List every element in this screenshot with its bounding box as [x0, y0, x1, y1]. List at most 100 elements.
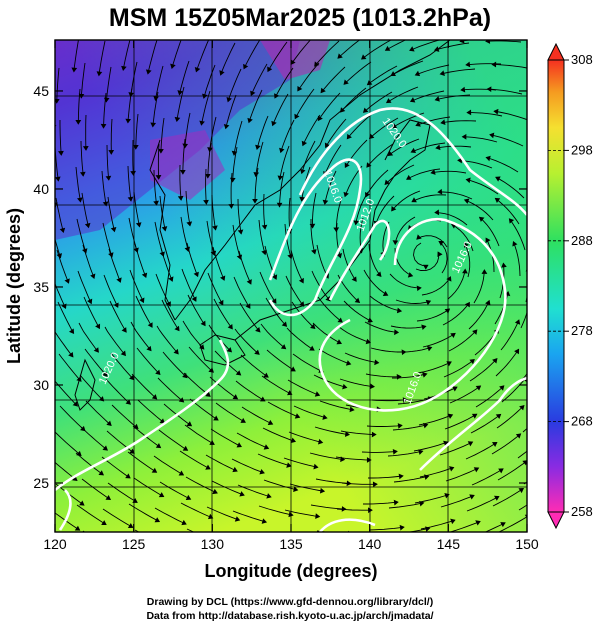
- streamline: [366, 424, 402, 427]
- streamline: [241, 406, 273, 425]
- streamline: [528, 379, 550, 406]
- streamline-arrow: [336, 339, 343, 345]
- streamline-arrow: [120, 350, 126, 357]
- streamline-arrow: [499, 385, 505, 391]
- streamline-arrow: [87, 298, 93, 305]
- streamline: [55, 197, 64, 233]
- streamline-arrow: [191, 296, 197, 302]
- streamline: [264, 245, 277, 280]
- streamline-arrow: [237, 229, 244, 235]
- streamline-arrow: [263, 444, 270, 450]
- streamline-arrow: [469, 359, 475, 365]
- streamline-arrow: [261, 518, 268, 524]
- streamline: [75, 166, 81, 202]
- streamline: [257, 453, 291, 467]
- streamline-arrow: [437, 251, 443, 257]
- streamline: [206, 220, 215, 256]
- streamline: [236, 432, 269, 449]
- streamline-arrow: [434, 209, 440, 216]
- streamline-arrow: [448, 466, 455, 472]
- streamline-arrow: [75, 120, 82, 125]
- streamline-arrow: [290, 59, 296, 66]
- streamline: [451, 223, 474, 252]
- streamline-arrow: [515, 433, 522, 439]
- streamline-arrow: [199, 120, 205, 126]
- streamline-arrow: [155, 175, 162, 180]
- streamline: [205, 454, 238, 472]
- streamline: [161, 534, 193, 549]
- streamline: [526, 353, 527, 354]
- streamline: [205, 168, 207, 205]
- streamline: [463, 242, 471, 278]
- streamline-arrow: [130, 170, 136, 176]
- streamline: [464, 199, 494, 221]
- isobar-1016-southeast: [419, 376, 527, 471]
- colorbar-tick-label: 298: [571, 142, 593, 157]
- streamline-arrow: [493, 108, 499, 115]
- streamline-arrow: [263, 372, 269, 378]
- streamline: [288, 431, 323, 443]
- streamline-arrow: [68, 328, 75, 335]
- streamline-arrow: [71, 67, 78, 73]
- streamline: [75, 452, 104, 476]
- colorbar-ticks: 258 268 278 288 298 308: [548, 52, 593, 519]
- streamline: [55, 330, 74, 358]
- streamline-arrow: [208, 367, 214, 373]
- streamline-arrow: [182, 445, 189, 451]
- streamline: [337, 40, 361, 59]
- streamline: [258, 505, 293, 516]
- streamline-arrow: [457, 157, 462, 164]
- streamline: [187, 294, 206, 326]
- streamline: [195, 40, 210, 72]
- streamline: [415, 64, 450, 76]
- streamline-arrow: [145, 69, 152, 75]
- streamline-arrow: [299, 196, 305, 202]
- streamline-arrow: [101, 520, 107, 525]
- streamline-arrow: [317, 115, 323, 122]
- streamline-arrow: [159, 418, 165, 424]
- streamline: [239, 302, 261, 333]
- streamline: [207, 272, 224, 305]
- streamline-arrow: [341, 506, 347, 512]
- streamline-arrow: [162, 543, 166, 547]
- streamline: [434, 42, 470, 51]
- streamline: [442, 302, 470, 326]
- streamline: [58, 353, 82, 382]
- streamline: [369, 117, 399, 139]
- streamline: [232, 146, 238, 182]
- streamline-arrow: [55, 176, 61, 182]
- streamline-arrow: [261, 224, 268, 230]
- credit-data: Data from http://database.rish.kyoto-u.a…: [146, 610, 433, 622]
- streamline-arrow: [294, 113, 300, 120]
- streamline-arrow: [391, 123, 398, 129]
- streamline-arrow: [475, 385, 482, 391]
- streamline-arrow: [246, 279, 252, 285]
- streamline: [81, 192, 90, 228]
- streamline-arrow: [168, 276, 174, 282]
- streamline-arrow: [247, 117, 253, 124]
- streamline: [215, 402, 246, 423]
- streamline: [501, 376, 527, 403]
- streamline-arrow: [519, 404, 525, 411]
- streamline: [421, 276, 451, 296]
- streamline: [103, 92, 107, 128]
- streamline-arrow: [79, 171, 86, 177]
- streamline-arrow: [300, 168, 306, 175]
- streamline-arrow: [232, 394, 239, 400]
- streamline: [159, 481, 191, 500]
- streamline: [364, 321, 399, 333]
- streamline-arrow: [399, 524, 405, 531]
- streamline: [265, 297, 287, 327]
- streamline: [179, 164, 182, 201]
- streamline-arrow: [313, 463, 319, 470]
- streamline-arrow: [500, 522, 506, 528]
- streamline: [239, 537, 273, 547]
- streamline: [185, 190, 191, 226]
- streamline: [267, 41, 288, 72]
- streamline-arrow: [361, 54, 367, 60]
- streamline: [154, 65, 164, 101]
- streamline-arrow: [443, 440, 449, 446]
- streamline-arrow: [267, 66, 273, 73]
- streamline-arrow: [430, 169, 436, 175]
- streamline-arrow: [158, 492, 165, 498]
